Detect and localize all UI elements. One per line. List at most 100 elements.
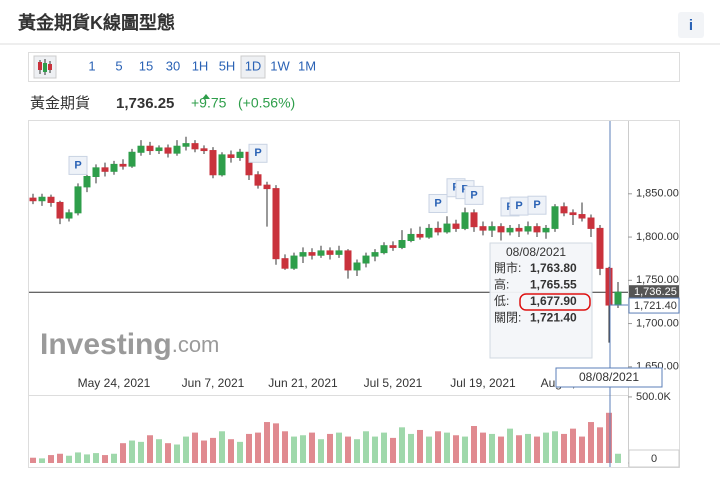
candle-body	[578, 214, 586, 219]
candle-body	[47, 196, 55, 203]
y-tick-label: 1,850.00	[636, 188, 679, 200]
candle-body	[146, 145, 154, 152]
volume-bar	[75, 452, 81, 463]
volume-bar	[399, 427, 405, 463]
chart-frame	[28, 120, 680, 468]
candle-body	[74, 186, 82, 214]
candle-body	[119, 163, 127, 167]
event-marker-label: P	[74, 159, 81, 171]
candle-body	[362, 255, 370, 264]
volume-bar	[480, 432, 486, 463]
volume-bar	[255, 432, 261, 463]
candle-body	[371, 252, 379, 257]
interval-button[interactable]: 1M	[298, 58, 316, 73]
volume-bar	[615, 453, 621, 463]
event-marker[interactable]	[248, 143, 268, 163]
volume-bar	[561, 433, 567, 463]
info-icon[interactable]: i	[689, 17, 693, 34]
event-marker-label: P	[254, 147, 261, 159]
volume-bar	[309, 432, 315, 463]
crosshair-date-tag	[555, 367, 663, 388]
volume-bar	[417, 429, 423, 463]
candle-body	[524, 226, 532, 232]
candle-body	[236, 151, 244, 158]
event-marker[interactable]	[68, 155, 88, 175]
last-price-tag-label: 1,736.25	[634, 286, 677, 298]
volume-bar	[525, 433, 531, 463]
tooltip-row-value: 1,765.55	[530, 278, 577, 292]
interval-button[interactable]: 30	[166, 58, 180, 73]
candle-body	[479, 226, 487, 231]
volume-bar	[345, 436, 351, 463]
candle-body	[290, 255, 298, 269]
candle-body	[380, 245, 388, 254]
interval-button[interactable]: 1W	[270, 58, 290, 73]
candle-body	[398, 240, 406, 248]
candle-body	[434, 227, 442, 233]
toolbar	[28, 52, 680, 82]
volume-bar	[327, 433, 333, 463]
candle-body	[218, 154, 226, 176]
interval-button[interactable]: 1H	[192, 58, 209, 73]
logo-brand: Investing	[40, 328, 172, 361]
candle-body	[299, 252, 307, 257]
candle-body	[452, 223, 460, 229]
info-button[interactable]	[678, 12, 704, 38]
volume-bar	[390, 437, 396, 463]
event-marker[interactable]	[464, 185, 484, 205]
candle-body	[56, 201, 64, 219]
crosshair-price-tag	[628, 297, 680, 314]
candle-body	[551, 206, 559, 229]
volume-bar	[156, 439, 162, 463]
candle-body	[497, 226, 505, 233]
logo: Investing.com	[40, 328, 219, 361]
x-tick-label: Jul 19, 2021	[450, 376, 516, 390]
candle-body	[407, 233, 415, 242]
candle-body	[326, 250, 334, 255]
candle-body	[101, 167, 109, 172]
event-marker-label: P	[515, 200, 522, 212]
candle-body	[83, 175, 91, 188]
volume-bar	[291, 436, 297, 463]
y-tick-label: 1,700.00	[636, 317, 679, 329]
volume-bar	[111, 453, 117, 463]
volume-bar	[507, 428, 513, 463]
chart-type-icon[interactable]	[33, 55, 57, 79]
volume-bar	[552, 431, 558, 463]
volume-bar	[579, 436, 585, 463]
candle-body	[416, 233, 424, 238]
event-marker[interactable]	[527, 195, 547, 215]
candle-body	[92, 167, 100, 177]
tooltip-row-value: 1,677.90	[530, 294, 577, 308]
interval-button[interactable]: 1	[88, 58, 95, 73]
volume-bar	[264, 422, 270, 463]
event-marker[interactable]	[428, 193, 448, 213]
candle-body	[254, 174, 262, 186]
volume-bar	[543, 432, 549, 463]
interval-button[interactable]: 5H	[219, 58, 236, 73]
volume-bar	[300, 435, 306, 463]
candle-body	[353, 262, 361, 271]
volume-zero-box	[628, 449, 680, 468]
interval-button[interactable]: 5	[115, 58, 122, 73]
candle-body	[65, 212, 73, 219]
volume-bar	[273, 423, 279, 463]
candle-body	[425, 227, 433, 238]
volume-bar	[570, 428, 576, 463]
volume-bar	[372, 436, 378, 463]
candle-body	[488, 226, 496, 231]
volume-bar	[462, 436, 468, 463]
interval-button[interactable]: 15	[139, 58, 153, 73]
interval-button[interactable]: 1D	[245, 58, 262, 73]
candle-body	[605, 267, 613, 306]
candle-body	[596, 227, 604, 269]
volume-bar	[516, 435, 522, 463]
tooltip	[489, 242, 593, 359]
instrument-name: 黃金期貨	[30, 95, 90, 112]
tooltip-row-value: 1,763.80	[530, 261, 577, 275]
candle-body	[38, 196, 46, 202]
candle-body	[506, 227, 514, 233]
event-marker-label: P	[533, 199, 540, 211]
volume-bar	[471, 426, 477, 463]
